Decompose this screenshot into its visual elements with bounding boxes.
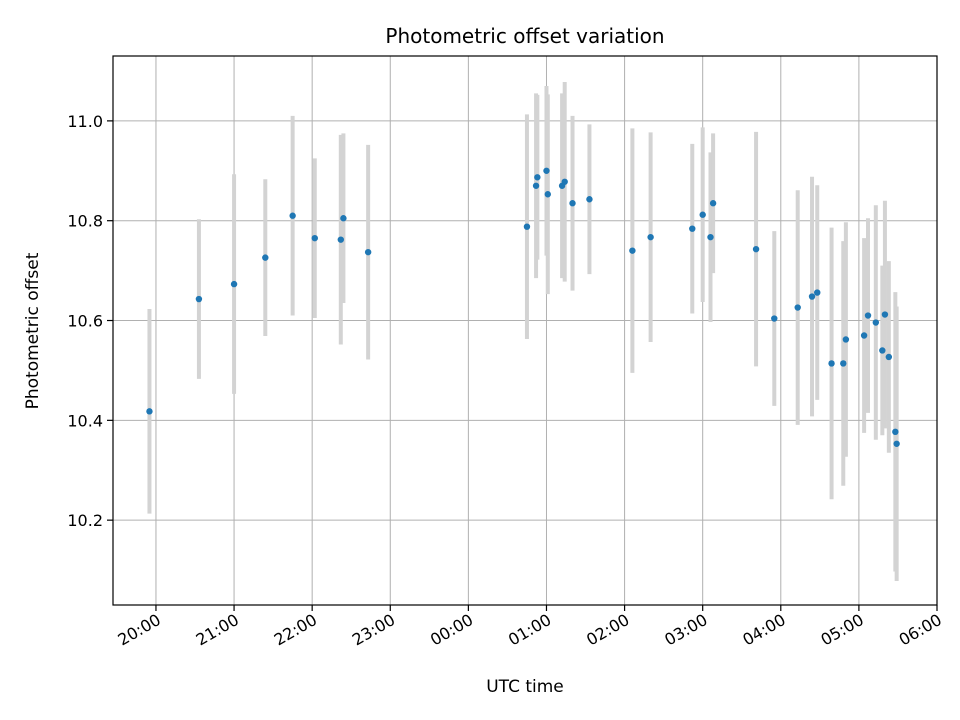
data-point xyxy=(707,233,714,241)
data-point xyxy=(311,234,318,242)
data-point xyxy=(699,211,706,218)
data-point xyxy=(569,200,576,207)
data-point xyxy=(195,295,203,303)
data-point xyxy=(892,428,899,436)
y-tick-label: 10.8 xyxy=(67,212,103,231)
data-point xyxy=(543,167,550,174)
y-tick-label: 11.0 xyxy=(67,112,103,131)
y-tick-label: 10.2 xyxy=(67,511,103,530)
data-point xyxy=(523,223,531,230)
data-point xyxy=(544,191,551,198)
data-point xyxy=(808,293,816,300)
data-point xyxy=(840,360,847,367)
data-point xyxy=(586,196,593,203)
data-point xyxy=(534,174,541,181)
data-point xyxy=(752,245,760,253)
y-tick-label: 10.4 xyxy=(67,411,103,430)
data-point xyxy=(842,336,850,343)
y-tick-label: 10.6 xyxy=(67,312,103,331)
data-point xyxy=(629,247,636,254)
point-layer xyxy=(146,167,900,447)
data-point xyxy=(860,332,868,339)
data-point xyxy=(814,289,821,296)
data-point xyxy=(230,280,238,288)
data-point xyxy=(561,178,568,185)
data-point xyxy=(885,353,893,361)
x-axis-title: UTC time xyxy=(486,677,564,697)
data-point xyxy=(864,312,872,319)
data-point xyxy=(771,315,778,322)
data-point xyxy=(146,408,153,415)
y-axis-ticks: 10.2 10.4 10.6 10.8 11.0 xyxy=(67,112,113,530)
data-point xyxy=(881,311,889,318)
data-point xyxy=(262,254,269,261)
data-point xyxy=(364,248,372,256)
data-point xyxy=(872,319,880,326)
data-point xyxy=(893,440,900,447)
data-point xyxy=(340,215,347,222)
data-point xyxy=(647,233,654,241)
data-point xyxy=(794,304,801,311)
data-point xyxy=(337,236,345,243)
plot-frame xyxy=(112,55,938,606)
chart-title: Photometric offset variation xyxy=(385,24,664,48)
data-point xyxy=(709,200,717,207)
data-point xyxy=(879,347,886,354)
data-point xyxy=(289,212,296,219)
data-point xyxy=(828,360,835,367)
data-point xyxy=(689,225,696,232)
data-point xyxy=(532,182,540,189)
y-axis-title: Photometric offset xyxy=(23,252,43,409)
